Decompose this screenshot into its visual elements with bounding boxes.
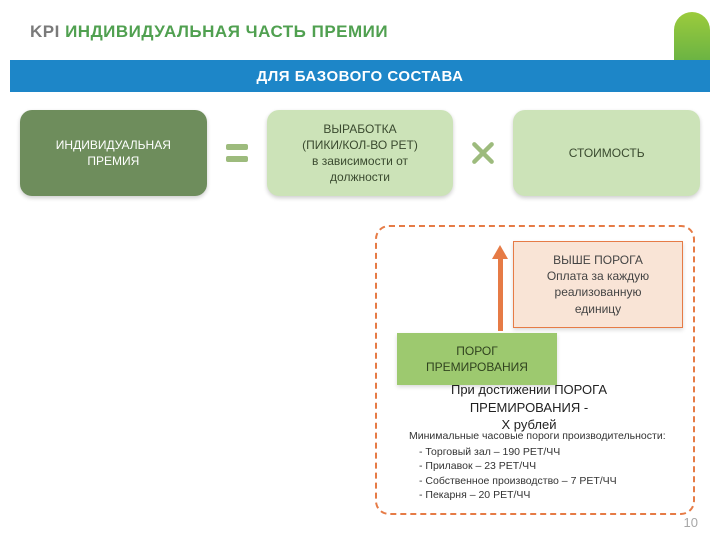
- section-banner: ДЛЯ БАЗОВОГО СОСТАВА: [10, 60, 710, 92]
- formula-box-cost-l1: СТОИМОСТЬ: [569, 145, 645, 161]
- threshold-box: ПОРОГ ПРЕМИРОВАНИЯ: [397, 333, 557, 385]
- above-threshold-box: ВЫШЕ ПОРОГА Оплата за каждую реализованн…: [513, 241, 683, 328]
- list-item: Пекарня – 20 РЕТ/ЧЧ: [419, 488, 689, 502]
- threshold-callout: ВЫШЕ ПОРОГА Оплата за каждую реализованн…: [375, 225, 695, 515]
- min-thresholds-heading: Минимальные часовые пороги производитель…: [409, 429, 689, 443]
- list-item: Собственное производство – 7 РЕТ/ЧЧ: [419, 474, 689, 488]
- min-thresholds-list: Торговый зал – 190 РЕТ/ЧЧ Прилавок – 23 …: [409, 445, 689, 502]
- page-number: 10: [684, 515, 698, 530]
- threshold-text: При достижении ПОРОГА ПРЕМИРОВАНИЯ - Х р…: [409, 381, 649, 434]
- formula-box-output-l1: ВЫРАБОТКА: [323, 121, 396, 137]
- formula-box-premium: ИНДИВИДУАЛЬНАЯ ПРЕМИЯ: [20, 110, 207, 196]
- formula-box-cost: СТОИМОСТЬ: [513, 110, 700, 196]
- above-threshold-l4: единицу: [522, 301, 674, 317]
- above-threshold-l3: реализованную: [522, 284, 674, 300]
- above-threshold-l1: ВЫШЕ ПОРОГА: [522, 252, 674, 268]
- section-banner-label: ДЛЯ БАЗОВОГО СОСТАВА: [257, 68, 464, 85]
- threshold-text-l1: При достижении ПОРОГА: [409, 381, 649, 399]
- above-threshold-l2: Оплата за каждую: [522, 268, 674, 284]
- formula-box-output-l4: должности: [330, 169, 390, 185]
- threshold-text-l2: ПРЕМИРОВАНИЯ -: [409, 399, 649, 417]
- formula-box-premium-l1: ИНДИВИДУАЛЬНАЯ: [56, 137, 171, 153]
- list-item: Прилавок – 23 РЕТ/ЧЧ: [419, 459, 689, 473]
- formula-box-premium-l2: ПРЕМИЯ: [87, 153, 139, 169]
- formula-box-output-l2: (ПИКИ/КОЛ-ВО РЕТ): [302, 137, 418, 153]
- formula-box-output: ВЫРАБОТКА (ПИКИ/КОЛ-ВО РЕТ) в зависимост…: [267, 110, 454, 196]
- formula-box-output-l3: в зависимости от: [312, 153, 408, 169]
- list-item: Торговый зал – 190 РЕТ/ЧЧ: [419, 445, 689, 459]
- formula-row: ИНДИВИДУАЛЬНАЯ ПРЕМИЯ ВЫРАБОТКА (ПИКИ/КО…: [20, 110, 700, 196]
- equals-icon: [223, 139, 251, 167]
- title-kpi: KPI: [30, 22, 60, 41]
- page-title: KPI ИНДИВИДУАЛЬНАЯ ЧАСТЬ ПРЕМИИ: [30, 22, 388, 42]
- arrow-up-icon: [493, 245, 507, 331]
- min-thresholds: Минимальные часовые пороги производитель…: [409, 429, 689, 502]
- multiply-icon: [469, 139, 497, 167]
- threshold-box-l2: ПРЕМИРОВАНИЯ: [405, 359, 549, 375]
- title-text: ИНДИВИДУАЛЬНАЯ ЧАСТЬ ПРЕМИИ: [65, 22, 388, 41]
- threshold-box-l1: ПОРОГ: [405, 343, 549, 359]
